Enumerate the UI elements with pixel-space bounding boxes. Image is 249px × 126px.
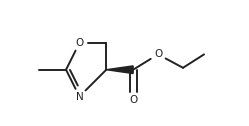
Text: O: O: [129, 95, 137, 105]
Text: O: O: [75, 38, 84, 48]
Text: O: O: [154, 49, 162, 59]
Polygon shape: [106, 66, 133, 74]
Text: N: N: [76, 92, 83, 102]
